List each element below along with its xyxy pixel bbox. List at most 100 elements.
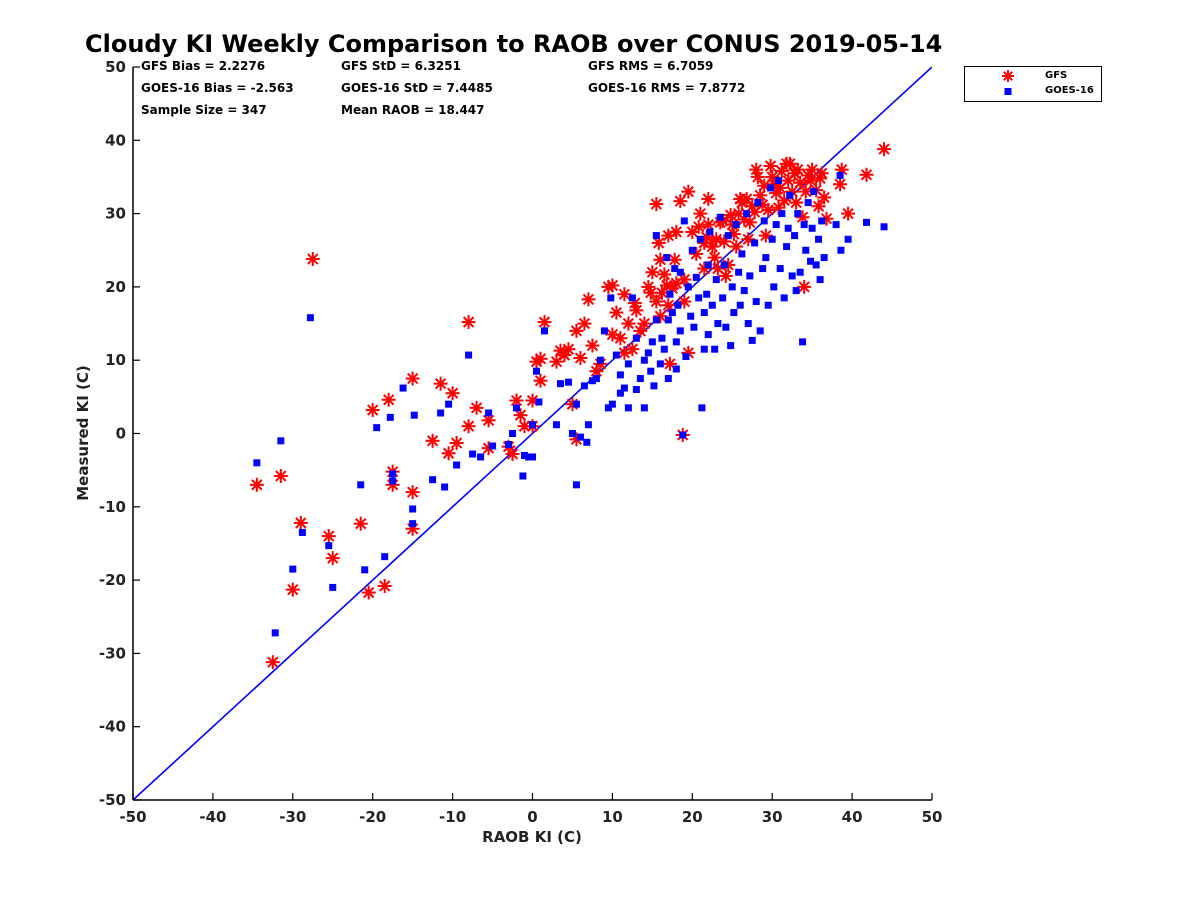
goes16-point bbox=[716, 213, 724, 221]
goes16-point bbox=[804, 199, 812, 207]
gfs-point bbox=[645, 265, 660, 280]
x-tick-label: 20 bbox=[682, 808, 703, 826]
goes16-point bbox=[644, 349, 652, 357]
goes16-point bbox=[832, 221, 840, 229]
x-tick-label: -20 bbox=[359, 808, 386, 826]
goes16-point bbox=[815, 235, 823, 243]
goes16-point bbox=[373, 424, 381, 432]
legend-goes-label: GOES-16 bbox=[1045, 85, 1094, 96]
y-tick-label: 0 bbox=[116, 425, 126, 443]
gfs-point bbox=[505, 447, 520, 462]
goes16-point bbox=[812, 261, 820, 269]
gfs-point bbox=[561, 342, 576, 357]
x-tick-label: -30 bbox=[279, 808, 306, 826]
goes16-point bbox=[816, 276, 824, 284]
gfs-point bbox=[763, 158, 778, 173]
goes16-point bbox=[820, 254, 828, 262]
y-tick-label: 20 bbox=[105, 278, 126, 296]
gfs-point bbox=[653, 309, 668, 324]
goes16-point bbox=[696, 235, 704, 243]
goes16-point bbox=[862, 218, 870, 226]
legend-gfs-label: GFS bbox=[1045, 70, 1068, 81]
goes16-point bbox=[784, 224, 792, 232]
gfs-point bbox=[701, 191, 716, 206]
goes16-point bbox=[612, 351, 620, 359]
goes16-point bbox=[306, 314, 314, 322]
gfs-point bbox=[661, 298, 676, 313]
goes16-point bbox=[880, 223, 888, 231]
goes16-point bbox=[564, 378, 572, 386]
goes16-point bbox=[792, 287, 800, 295]
one-to-one-line bbox=[133, 67, 932, 800]
goes16-point bbox=[780, 294, 788, 302]
goes16-point bbox=[361, 566, 369, 574]
x-tick-label: 30 bbox=[762, 808, 783, 826]
goes16-point bbox=[640, 404, 648, 412]
goes16-point bbox=[253, 459, 261, 467]
goes16-point bbox=[704, 261, 712, 269]
goes16-point bbox=[583, 438, 591, 446]
goes16-point bbox=[441, 483, 449, 491]
gfs-point bbox=[249, 477, 264, 492]
goes16-point bbox=[409, 520, 417, 528]
goes16-point bbox=[837, 246, 845, 254]
gfs-point bbox=[265, 655, 280, 670]
goes16-point bbox=[556, 380, 564, 388]
goes16-point bbox=[608, 400, 616, 408]
gfs-point bbox=[723, 208, 738, 223]
goes16-point bbox=[767, 184, 775, 192]
gfs-point bbox=[353, 516, 368, 531]
x-tick-label: 0 bbox=[527, 808, 537, 826]
goes16-point bbox=[700, 309, 708, 317]
goes16-point bbox=[748, 336, 756, 344]
gfs-point bbox=[377, 578, 392, 593]
y-tick-label: -20 bbox=[99, 571, 126, 589]
goes16-point bbox=[720, 261, 728, 269]
goes16-point bbox=[620, 384, 628, 392]
gfs-point bbox=[657, 267, 672, 282]
gfs-point bbox=[513, 408, 528, 423]
goes16-point bbox=[672, 338, 680, 346]
gfs-point bbox=[685, 224, 700, 239]
gfs-point bbox=[673, 194, 688, 209]
goes16-point bbox=[409, 505, 417, 513]
goes16-point bbox=[679, 431, 687, 439]
goes16-point bbox=[759, 265, 767, 273]
goes16-point bbox=[786, 191, 794, 199]
x-tick-label: -40 bbox=[199, 808, 226, 826]
gfs-point bbox=[621, 316, 636, 331]
goes16-point bbox=[298, 528, 306, 536]
goes16-point bbox=[489, 442, 497, 450]
gfs-point bbox=[773, 180, 788, 195]
goes16-point bbox=[640, 356, 648, 364]
x-axis-label: RAOB KI (C) bbox=[482, 828, 582, 846]
goes16-point bbox=[762, 254, 770, 262]
goes16-point bbox=[658, 334, 666, 342]
goes16-point bbox=[513, 404, 521, 412]
goes16-point bbox=[580, 382, 588, 390]
gfs-point bbox=[613, 331, 628, 346]
gfs-point bbox=[433, 376, 448, 391]
gfs-point bbox=[273, 469, 288, 484]
gfs-point bbox=[405, 485, 420, 500]
gfs-rms-stat: GFS RMS = 6.7059 bbox=[588, 59, 714, 73]
gfs-point bbox=[285, 582, 300, 597]
gfs-point bbox=[625, 342, 640, 357]
goes16-point bbox=[469, 450, 477, 458]
legend-markers bbox=[1002, 70, 1014, 95]
goes16-point bbox=[719, 294, 727, 302]
y-axis-label: Measured KI (C) bbox=[74, 365, 92, 501]
goes16-point bbox=[692, 273, 700, 281]
gfs-point bbox=[677, 272, 692, 287]
goes16-point bbox=[532, 367, 540, 375]
gfs-point bbox=[649, 197, 664, 212]
y-tick-label: 50 bbox=[105, 58, 126, 76]
goes16-point bbox=[808, 224, 816, 232]
goes16-point bbox=[764, 301, 772, 309]
legend: GFS GOES-16 bbox=[964, 66, 1102, 102]
goes16-point bbox=[668, 309, 676, 317]
x-tick-label: 50 bbox=[922, 808, 943, 826]
gfs-point bbox=[814, 166, 829, 181]
goes16-point bbox=[796, 268, 804, 276]
goes16-point bbox=[722, 323, 730, 331]
